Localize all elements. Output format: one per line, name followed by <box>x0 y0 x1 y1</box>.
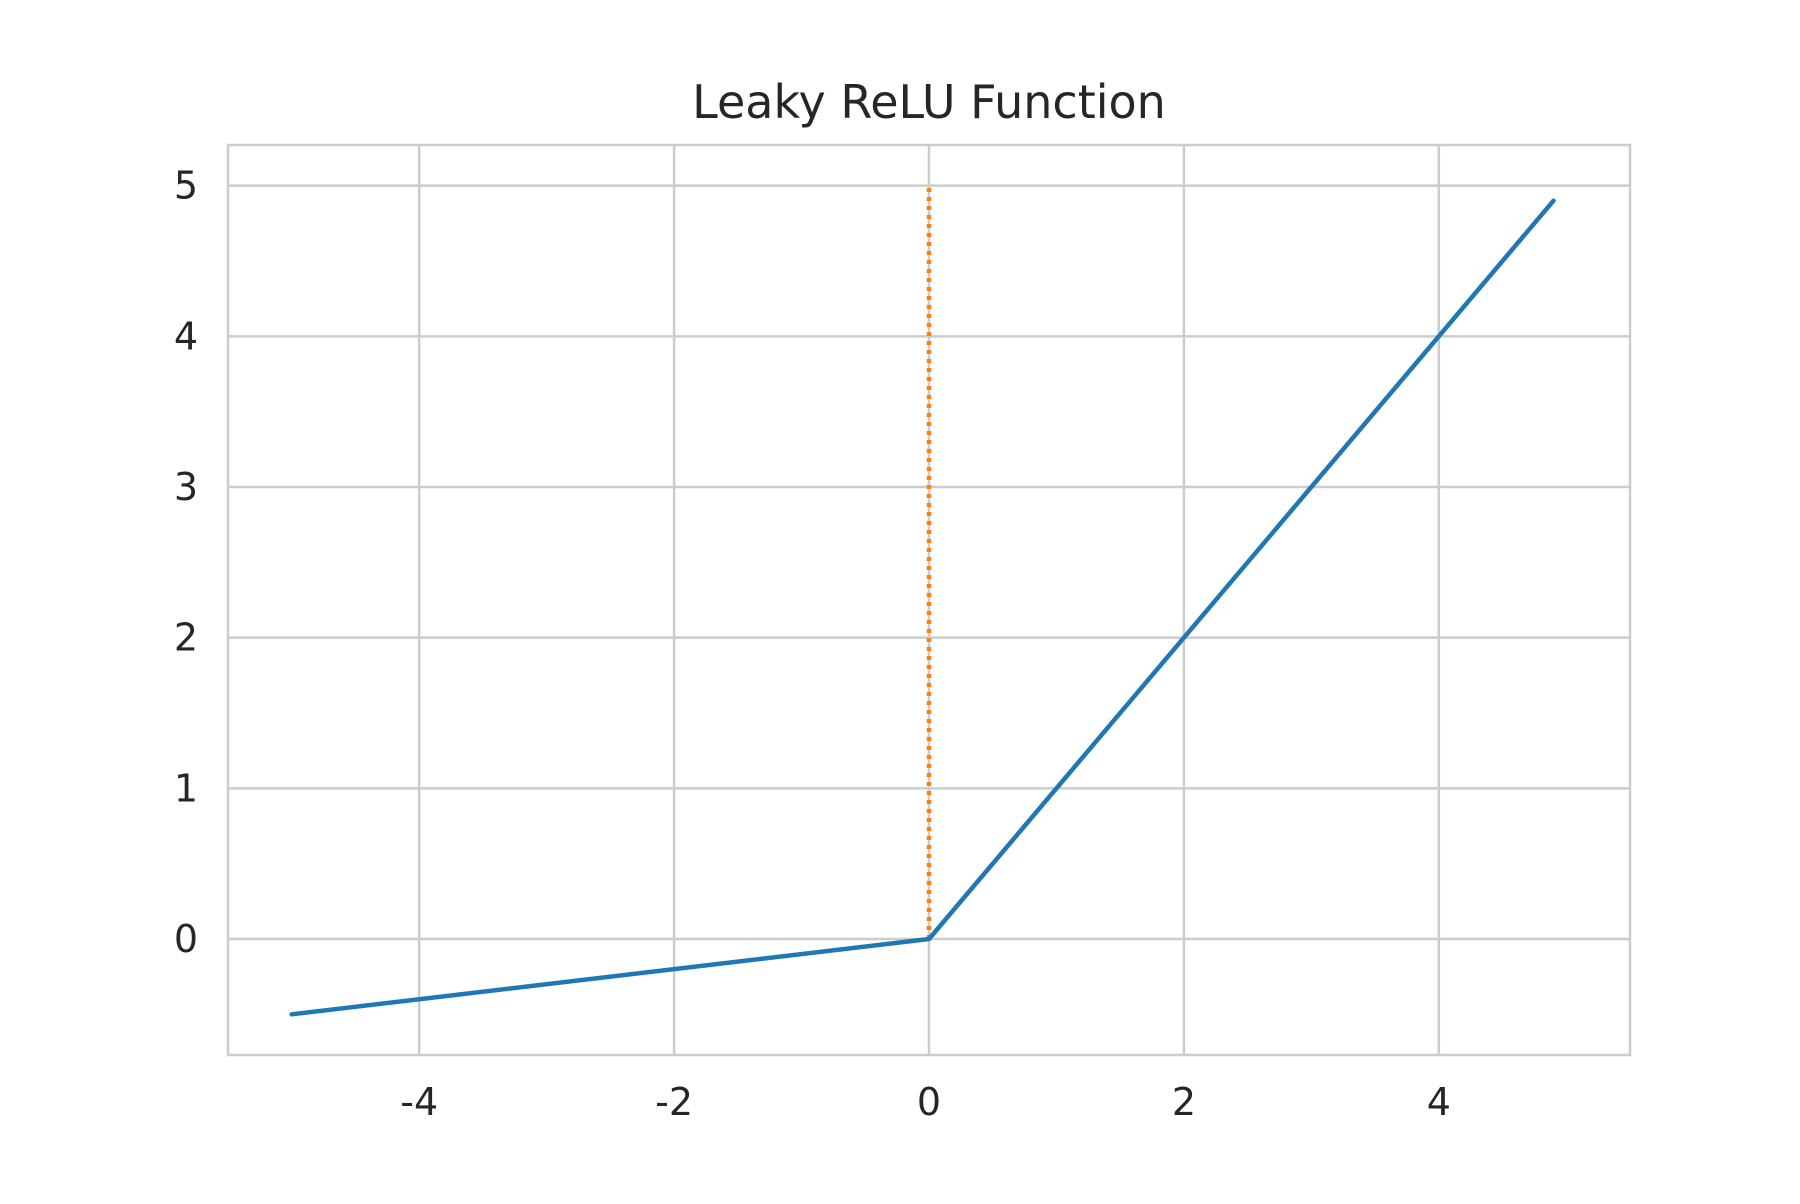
y-tick-label: 5 <box>174 164 198 208</box>
x-tick-label: 0 <box>917 1080 941 1124</box>
y-tick-label: 2 <box>174 616 198 660</box>
x-tick-label: 4 <box>1427 1080 1451 1124</box>
x-tick-label: -4 <box>400 1080 438 1124</box>
y-tick-label: 3 <box>174 465 198 509</box>
y-tick-label: 0 <box>174 917 198 961</box>
y-tick-label: 1 <box>174 766 198 810</box>
series-layer <box>289 185 1556 1017</box>
tick-labels: -4 -2 0 2 4 0 1 2 3 4 5 <box>174 164 1451 1124</box>
y-tick-label: 4 <box>174 314 198 358</box>
plot-frame <box>226 143 1632 1057</box>
x-tick-label: 2 <box>1172 1080 1196 1124</box>
chart-title: Leaky ReLU Function <box>692 75 1166 129</box>
x-tick-label: -2 <box>655 1080 693 1124</box>
leaky-relu-line-series <box>289 198 1556 1017</box>
